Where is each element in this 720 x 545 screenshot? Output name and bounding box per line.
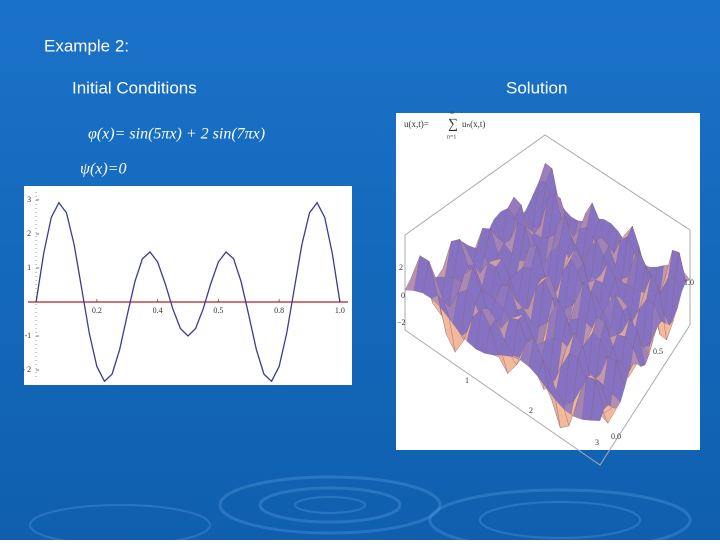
t-tick: 1.0 [684, 278, 694, 287]
surface [404, 134, 691, 466]
ripples [29, 475, 692, 545]
t-tick: 0.0 [611, 432, 621, 441]
x-tick-label: 0.4 [153, 306, 163, 315]
x-tick-label: 1.0 [335, 306, 345, 315]
curve [35, 201, 341, 383]
right-heading: Solution [506, 78, 567, 97]
formula-phi: φ(x)= sin(5πx) + 2 sin(7πx) [88, 126, 265, 143]
sum-term: uₙ(x,t) [462, 119, 485, 129]
slide-title: Example 2: [44, 36, 129, 55]
formula-psi: ψ(x)=0 [80, 161, 127, 178]
z-tick: 0 [401, 291, 405, 300]
y-tick-label: 1 [27, 263, 31, 272]
sum-upper: ∞ [450, 110, 454, 116]
y-tick-label: 2 [27, 229, 31, 238]
plot: 0.2 0.4 0.5 0.8 1.0 3 2 1 -1 - 2 [22, 192, 348, 383]
surface-labels: u(x,t)= ∑ n=1 ∞ uₙ(x,t) 2 0 −2 1.0 0.5 0… [397, 110, 694, 446]
left-heading: Initial Conditions [72, 78, 197, 97]
sum-sign: ∑ [448, 117, 458, 132]
sum-lower: n=1 [447, 134, 456, 140]
y-tick-label: - 2 [22, 365, 31, 374]
x-tick-label: 0.5 [213, 306, 223, 315]
y-tick-label: -1 [24, 331, 31, 340]
plot-panel [24, 186, 352, 385]
box-edge [404, 324, 691, 466]
x-tick: 2 [529, 406, 533, 415]
z-tick: −2 [397, 318, 406, 327]
x-tick-label: 0.8 [274, 306, 284, 315]
formula-lhs: u(x,t)= [404, 119, 429, 129]
y-tick-label: 3 [27, 195, 31, 204]
z-tick: 2 [399, 263, 403, 272]
surface-cell [590, 379, 605, 421]
x-tick: 1 [465, 376, 469, 385]
t-tick: 0.5 [653, 347, 663, 356]
x-tick-label: 0.2 [92, 306, 102, 315]
x-tick: 3 [595, 438, 599, 447]
box-edge [404, 134, 691, 330]
